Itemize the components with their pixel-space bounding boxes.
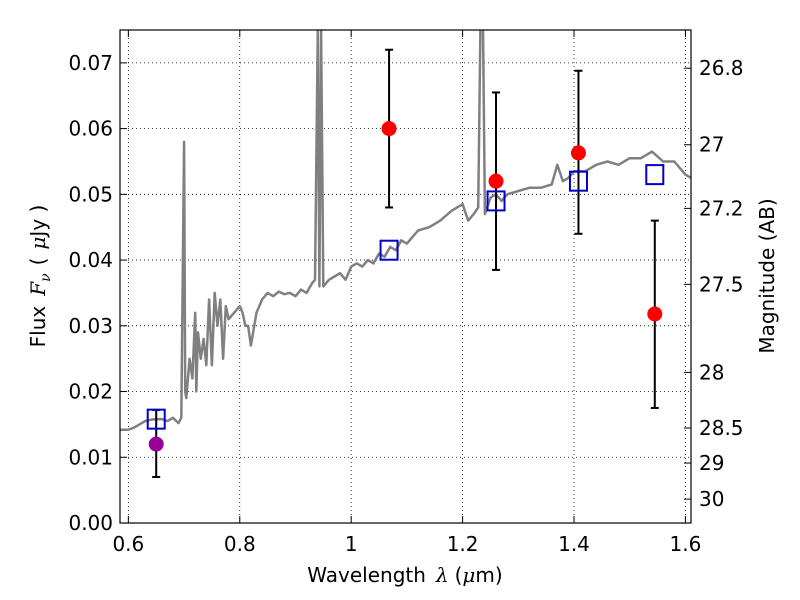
y-tick-label: 0.04 (68, 248, 113, 272)
model-band-square (486, 190, 506, 212)
y-tick-label: 0.05 (68, 182, 113, 206)
x-tick-label: 0.6 (112, 532, 144, 556)
plot-frame (119, 29, 692, 524)
observed-point (570, 145, 586, 161)
model-band-square (146, 408, 166, 430)
model-band-square (379, 239, 399, 261)
x-tick-label: 1.6 (670, 532, 702, 556)
plot-area (120, 30, 691, 431)
y-tick-label: 0.03 (68, 314, 113, 338)
y-tick-label: 0.06 (68, 117, 113, 141)
y2-tick-label: 27.2 (699, 196, 744, 220)
markers (146, 121, 665, 452)
model-band-square (645, 164, 665, 186)
y2-tick-label: 29 (699, 451, 724, 475)
y2-tick-label: 26.8 (699, 56, 744, 80)
observed-point (381, 121, 397, 137)
observed-point (148, 436, 164, 452)
y2-axis-ticks: 26.8 27 27.2 27.5 28 28.5 29 30 (684, 56, 744, 511)
y2-tick-label: 27.5 (699, 272, 744, 296)
x-tick-label: 1 (345, 532, 358, 556)
plot-background (120, 30, 691, 523)
y-axis-label: FluxFν(μJy ) (26, 205, 54, 348)
x-tick-label: 0.8 (224, 532, 256, 556)
y-tick-label: 0.01 (68, 445, 113, 469)
model-band-square (568, 170, 588, 192)
observed-point (488, 173, 504, 189)
x-tick-label: 1.2 (447, 532, 479, 556)
x-tick-label: 1.4 (558, 532, 590, 556)
x-axis-ticks: 0.6 0.8 1 1.2 1.4 1.6 (112, 30, 701, 556)
x-axis-label: Wavelength λ (μm) (307, 563, 502, 587)
y2-axis-label: Magnitude (AB) (755, 198, 779, 353)
y-tick-label: 0.00 (68, 511, 113, 535)
y2-tick-label: 30 (699, 487, 724, 511)
observed-point (647, 306, 663, 322)
y-axis-ticks: 0.00 0.01 0.02 0.03 0.04 0.05 0.06 0.07 (68, 51, 127, 535)
y-tick-label: 0.02 (68, 380, 113, 404)
y2-tick-label: 27 (699, 133, 724, 157)
y2-tick-label: 28.5 (699, 416, 744, 440)
y-tick-label: 0.07 (68, 51, 113, 75)
model-spectrum-line (120, 30, 691, 431)
y2-tick-label: 28 (699, 360, 724, 384)
